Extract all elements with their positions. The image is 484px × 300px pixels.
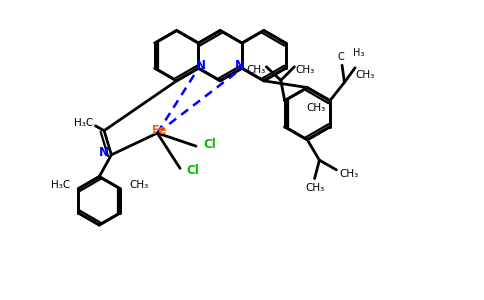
Text: CH₃: CH₃	[355, 70, 375, 80]
Text: H₃: H₃	[353, 48, 364, 58]
Text: CH₃: CH₃	[295, 65, 315, 75]
Text: CH₃: CH₃	[306, 103, 326, 113]
Text: C: C	[337, 52, 344, 62]
Text: Cl: Cl	[203, 138, 216, 151]
Text: H₃C: H₃C	[74, 118, 93, 128]
Text: N: N	[99, 146, 109, 159]
Text: CH₃: CH₃	[340, 169, 359, 179]
Text: CH₃: CH₃	[246, 65, 265, 75]
Text: CH₃: CH₃	[129, 180, 148, 190]
Text: CH₃: CH₃	[305, 183, 324, 193]
Text: N: N	[235, 59, 244, 72]
Text: N: N	[196, 59, 206, 72]
Text: Fe: Fe	[152, 124, 167, 137]
Text: H₃C: H₃C	[51, 180, 71, 190]
Text: Cl: Cl	[186, 164, 199, 177]
